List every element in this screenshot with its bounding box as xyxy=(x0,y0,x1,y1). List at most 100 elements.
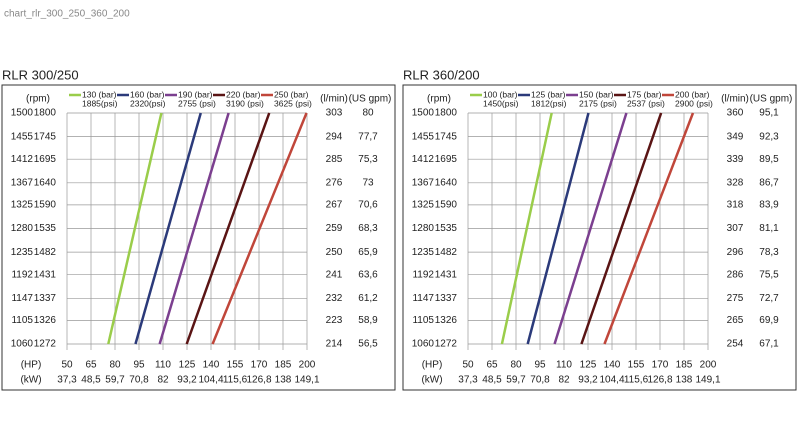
gpm-label-value: 81,1 xyxy=(759,223,779,234)
flow-label-value: 259 xyxy=(326,223,343,234)
kw-tick-label: 37,3 xyxy=(57,375,77,386)
kw-tick-label: 115,6 xyxy=(624,375,649,386)
gpm-label-value: 69,9 xyxy=(759,315,779,326)
y-tick-label: 1455 xyxy=(412,131,435,142)
rpm-alt-label: 1431 xyxy=(435,269,458,280)
gpm-label-value: 75,3 xyxy=(358,154,378,165)
x-tick-label: 50 xyxy=(61,360,73,371)
gpm-label-value: 78,3 xyxy=(759,247,779,258)
flow-label-value: 318 xyxy=(727,200,744,211)
kw-tick-label: 37,3 xyxy=(458,375,478,386)
y-tick-label: 1500 xyxy=(11,108,34,119)
series-line xyxy=(580,112,663,345)
legend-label: 190 (bar) xyxy=(178,89,213,99)
gpm-label-value: 70,6 xyxy=(358,200,378,211)
kw-tick-label: 82 xyxy=(558,375,570,386)
x-tick-label: 95 xyxy=(133,360,145,371)
legend-psi: 1812(psi) xyxy=(531,98,567,108)
gpm-label-value: 86,7 xyxy=(759,177,779,188)
rpm-alt-label: 1326 xyxy=(34,315,57,326)
kw-tick-label: 93,2 xyxy=(578,375,598,386)
y-tick-label: 1235 xyxy=(412,247,435,258)
gpm-label: (US gpm) xyxy=(750,94,793,105)
rpm-alt-label: 1337 xyxy=(435,293,458,304)
x-label: (HP) xyxy=(21,360,42,371)
y-tick-label: 1060 xyxy=(11,339,34,350)
kw-tick-label: 59,7 xyxy=(105,375,125,386)
flow-label-value: 250 xyxy=(326,247,343,258)
y-tick-label: 1147 xyxy=(412,293,434,304)
x-tick-label: 110 xyxy=(556,360,572,371)
flow-label-value: 294 xyxy=(326,131,343,142)
rpm-alt-label: 1640 xyxy=(34,177,57,188)
flow-label-value: 276 xyxy=(326,177,343,188)
kw-tick-label: 82 xyxy=(157,375,169,386)
flow-label-value: 286 xyxy=(727,269,744,280)
gpm-label: (US gpm) xyxy=(349,94,392,105)
gpm-label-value: 83,9 xyxy=(759,200,779,211)
y-tick-label: 1280 xyxy=(412,223,435,234)
rpm-alt-label: 1695 xyxy=(435,154,458,165)
kw-tick-label: 104,4 xyxy=(599,375,624,386)
gpm-label-value: 65,9 xyxy=(358,247,378,258)
x-tick-label: 65 xyxy=(85,360,97,371)
legend-psi: 2175 (psi) xyxy=(579,98,617,108)
gpm-label-value: 77,7 xyxy=(358,131,378,142)
rpm-alt-label: 1695 xyxy=(34,154,57,165)
rpm-alt-label: 1800 xyxy=(34,108,57,119)
x-tick-label: 125 xyxy=(580,360,597,371)
kw-tick-label: 48,5 xyxy=(482,375,502,386)
flow-label-value: 267 xyxy=(326,200,343,211)
rpm-label: (rpm) xyxy=(427,94,451,105)
rpm-alt-label: 1272 xyxy=(435,339,458,350)
flow-label-value: 303 xyxy=(326,108,343,119)
kw-tick-label: 126,8 xyxy=(246,375,271,386)
legend-label: 125 (bar) xyxy=(531,89,566,99)
rpm-alt-label: 1535 xyxy=(435,223,458,234)
flow-label-value: 339 xyxy=(727,154,744,165)
y-tick-label: 1105 xyxy=(11,315,33,326)
x-tick-label: 170 xyxy=(251,360,268,371)
x-tick-label: 170 xyxy=(652,360,669,371)
kw-tick-label: 115,6 xyxy=(223,375,248,386)
x-tick-label: 185 xyxy=(676,360,693,371)
x-tick-label: 200 xyxy=(700,360,717,371)
flow-label-value: 360 xyxy=(727,108,744,119)
page-title: chart_rlr_300_250_360_200 xyxy=(4,9,130,20)
gpm-label-value: 92,3 xyxy=(759,131,779,142)
x-tick-label: 155 xyxy=(628,360,645,371)
rpm-label: (rpm) xyxy=(26,94,50,105)
legend-label: 220 (bar) xyxy=(226,89,261,99)
gpm-label-value: 72,7 xyxy=(759,293,779,304)
y-tick-label: 1192 xyxy=(11,269,33,280)
legend-label: 160 (bar) xyxy=(130,89,165,99)
gpm-label-value: 75,5 xyxy=(759,269,779,280)
rpm-alt-label: 1640 xyxy=(435,177,458,188)
legend-label: 100 (bar) xyxy=(483,89,518,99)
y-tick-label: 1325 xyxy=(11,200,34,211)
legend-label: 150 (bar) xyxy=(579,89,614,99)
series-line xyxy=(107,112,163,345)
kw-tick-label: 104,4 xyxy=(198,375,223,386)
flow-label-value: 328 xyxy=(727,177,744,188)
rpm-alt-label: 1431 xyxy=(34,269,57,280)
x-tick-label: 50 xyxy=(462,360,474,371)
gpm-label-value: 89,5 xyxy=(759,154,779,165)
kw-tick-label: 138 xyxy=(676,375,693,386)
rpm-alt-label: 1590 xyxy=(34,200,57,211)
legend-psi: 2537 (psi) xyxy=(627,98,665,108)
y-tick-label: 1367 xyxy=(412,177,435,188)
legend-psi: 1450(psi) xyxy=(483,98,519,108)
flow-label-value: 254 xyxy=(727,339,744,350)
legend-label: 250 (bar) xyxy=(274,89,309,99)
y-tick-label: 1412 xyxy=(11,154,34,165)
x-tick-label: 80 xyxy=(109,360,121,371)
legend-psi: 3190 (psi) xyxy=(226,98,264,108)
y-tick-label: 1105 xyxy=(412,315,434,326)
chart-title: RLR 360/200 xyxy=(403,67,480,82)
y-tick-label: 1455 xyxy=(11,131,34,142)
rpm-alt-label: 1535 xyxy=(34,223,57,234)
kw-label: (kW) xyxy=(421,375,442,386)
x-label: (HP) xyxy=(422,360,443,371)
